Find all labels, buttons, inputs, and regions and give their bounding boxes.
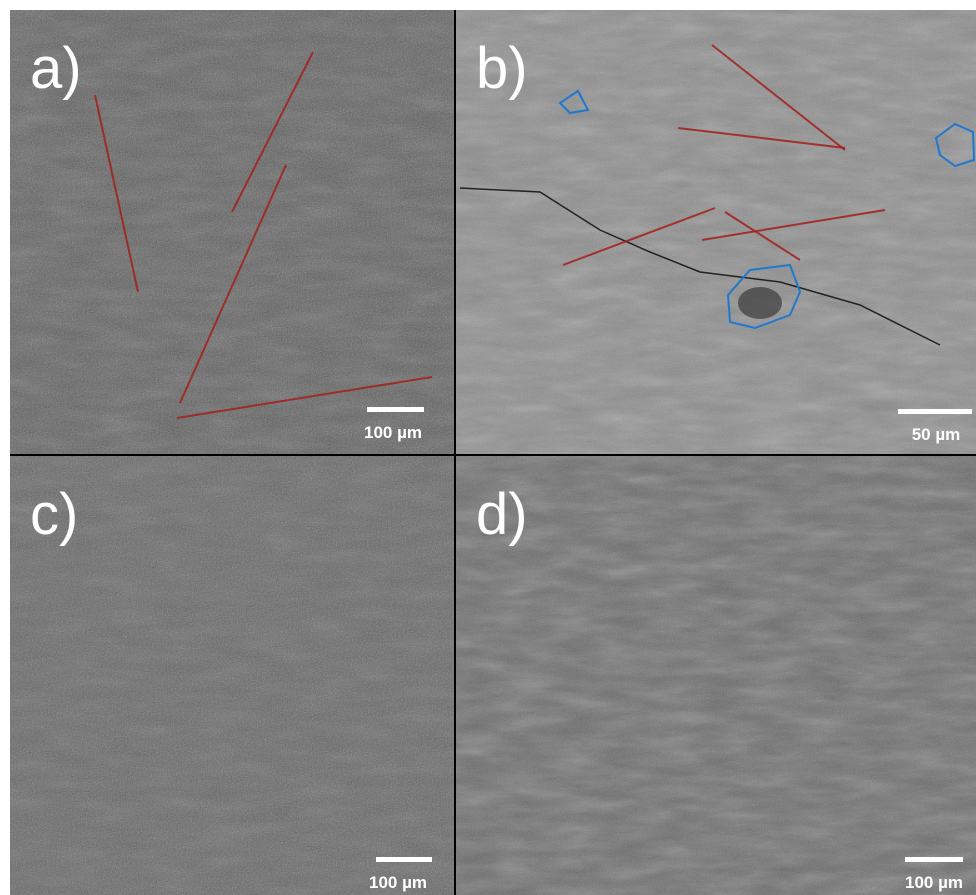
scale-label: 100 µm bbox=[369, 873, 427, 892]
scale-bar bbox=[905, 857, 963, 862]
scale-label: 100 µm bbox=[364, 423, 422, 442]
scale-label: 50 µm bbox=[912, 425, 961, 444]
figure: a) b) c) d) 100 µm 50 µm 100 µm 100 µm bbox=[0, 0, 976, 895]
panel-label: a) bbox=[30, 36, 82, 101]
panel-d bbox=[456, 456, 976, 895]
page: a) b) c) d) 100 µm 50 µm 100 µm 100 µm (… bbox=[0, 0, 976, 895]
panel-label: b) bbox=[476, 36, 528, 101]
panel-label: d) bbox=[476, 482, 528, 547]
scale-bar bbox=[898, 409, 972, 414]
panel-label: c) bbox=[30, 482, 78, 547]
scale-bar bbox=[376, 857, 432, 862]
scale-bar bbox=[367, 407, 424, 412]
scale-label: 100 µm bbox=[905, 873, 963, 892]
panel-b bbox=[456, 10, 976, 454]
